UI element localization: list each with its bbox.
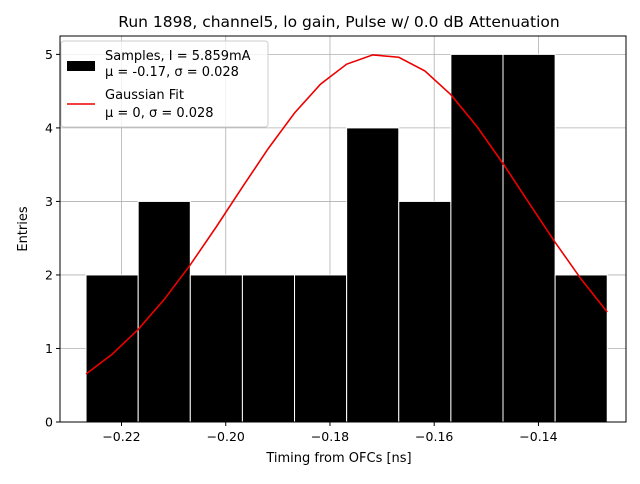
- y-tick-label: 1: [45, 341, 53, 356]
- histogram-bar: [346, 127, 400, 423]
- legend-fit-stats: μ = 0, σ = 0.028: [105, 106, 214, 121]
- histogram-bar: [189, 274, 243, 423]
- x-axis: −0.22 −0.20 −0.18 −0.16 −0.14: [102, 422, 558, 444]
- gaussian-fit-line: [85, 54, 608, 375]
- x-tick-label: −0.14: [519, 429, 557, 444]
- y-tick-label: 4: [45, 120, 53, 135]
- y-axis: 0 1 2 3 4 5: [45, 47, 60, 430]
- histogram-bar: [294, 274, 348, 423]
- legend-fit-label: Gaussian Fit: [105, 88, 184, 103]
- histogram-bar: [502, 53, 556, 423]
- legend-samples-stats: μ = -0.17, σ = 0.028: [105, 65, 239, 80]
- x-tick-label: −0.22: [102, 429, 140, 444]
- histogram-bar: [241, 274, 296, 423]
- fit-curve-layer: [85, 54, 608, 375]
- y-axis-label: Entries: [16, 206, 31, 252]
- chart-title: Run 1898, channel5, lo gain, Pulse w/ 0.…: [118, 13, 559, 31]
- histogram-bars: [85, 53, 608, 423]
- histogram-bar: [398, 200, 452, 423]
- legend-samples-swatch: [67, 61, 95, 71]
- x-tick-label: −0.18: [311, 429, 349, 444]
- y-tick-label: 2: [45, 267, 53, 282]
- plot-frame: [59, 35, 627, 423]
- histogram-bar: [137, 200, 191, 423]
- x-axis-label: Timing from OFCs [ns]: [265, 451, 411, 466]
- y-tick-label: 0: [45, 415, 53, 430]
- x-tick-label: −0.20: [207, 429, 245, 444]
- legend-samples-label: Samples, I = 5.859mA: [105, 49, 251, 64]
- histogram-bar: [554, 274, 608, 423]
- x-tick-label: −0.16: [415, 429, 453, 444]
- y-tick-label: 3: [45, 194, 53, 209]
- y-tick-label: 5: [45, 47, 53, 62]
- legend-box: [60, 40, 269, 128]
- legend: Samples, I = 5.859mA μ = -0.17, σ = 0.02…: [60, 40, 269, 128]
- histogram-bar: [85, 274, 139, 423]
- histogram-bar: [450, 53, 504, 423]
